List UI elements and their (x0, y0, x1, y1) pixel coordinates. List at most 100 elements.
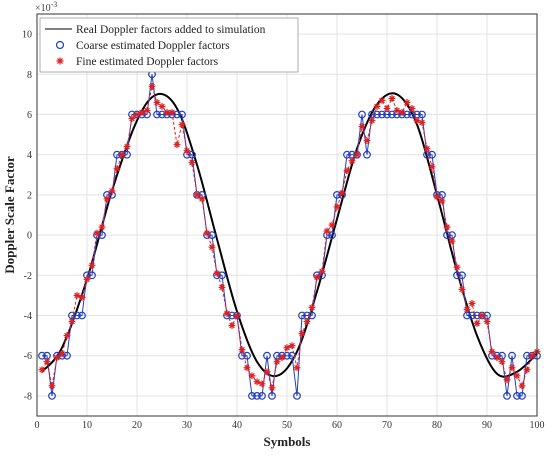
coarse-estimate-point (78, 311, 86, 320)
fine-estimate-point (468, 300, 476, 307)
x-tick-label: 40 (232, 420, 242, 431)
fine-estimate-point (183, 147, 191, 155)
fine-estimate-point (133, 111, 141, 118)
legend-label: Fine estimated Doppler factors (76, 56, 219, 68)
fine-estimate-point (178, 121, 186, 128)
fine-estimate-point (223, 310, 231, 317)
fine-estimate-point (528, 352, 536, 360)
fine-estimate-point (58, 350, 66, 358)
fine-estimate-point (443, 223, 451, 231)
fine-estimate-point (188, 159, 196, 167)
coarse-estimate-point (38, 351, 46, 360)
coarse-estimate-point (453, 271, 461, 280)
coarse-estimate-point (388, 110, 396, 119)
coarse-estimate-point (293, 392, 301, 400)
fine-estimate-point (453, 263, 461, 271)
fine-estimate-point (513, 372, 521, 380)
coarse-estimate-point (503, 392, 511, 400)
fine-estimate-point (503, 376, 511, 384)
fine-estimate-point (43, 358, 51, 366)
x-tick-label: 0 (35, 420, 40, 431)
coarse-estimate-point (258, 392, 266, 400)
coarse-estimate-point (178, 110, 186, 119)
y-tick-label: 2 (27, 190, 32, 201)
coarse-estimate-point (418, 110, 426, 119)
fine-estimate-point (198, 195, 206, 203)
fine-estimate-point (203, 229, 211, 237)
fine-estimate-point (158, 103, 166, 110)
coarse-estimate-point (518, 392, 526, 400)
fine-estimate-point (383, 105, 391, 112)
fine-estimate-point (83, 275, 91, 283)
x-tick-label: 60 (332, 420, 342, 431)
x-axis-label: Symbols (264, 434, 311, 449)
fine-estimate-point (78, 294, 86, 301)
fine-estimate-point (68, 318, 76, 325)
fine-estimate-point (333, 203, 341, 211)
fine-estimate-point (498, 358, 506, 366)
fine-estimate-point (388, 95, 396, 102)
fine-estimate-point (423, 145, 431, 153)
coarse-estimate-point (508, 351, 516, 360)
legend-circle-swatch (55, 40, 65, 50)
fine-estimate-point (523, 366, 531, 374)
fine-estimate-point (258, 380, 266, 388)
coarse-estimate-point (153, 110, 161, 119)
fine-estimate-point (323, 227, 331, 235)
fine-estimate-point (458, 285, 466, 293)
coarse-estimate-point (188, 150, 196, 159)
y-axis-exponent: ×10-3 (35, 0, 57, 14)
coarse-estimate-point (328, 231, 336, 240)
fine-estimate-point (363, 137, 371, 145)
coarse-estimate-point (288, 351, 296, 360)
fine-series-line (41, 84, 538, 389)
x-tick-label: 90 (482, 420, 492, 431)
fine-estimate-point (218, 283, 226, 291)
fine-estimate-point (473, 320, 481, 327)
axis-ticks: 0 10 20 30 40 50 60 70 80 90 100 -8 -6 -4 -2 0 2 4 6 8 10 (22, 30, 545, 431)
y-tick-label: 0 (27, 231, 32, 242)
x-tick-label: 70 (382, 420, 392, 431)
x-tick-label: 20 (132, 420, 142, 431)
fine-estimate-point (488, 348, 496, 356)
coarse-estimate-point (363, 150, 371, 159)
fine-estimate-point (463, 306, 471, 313)
legend-label: Coarse estimated Doppler factors (76, 40, 230, 52)
fine-estimate-point (293, 364, 301, 372)
y-tick-label: 6 (27, 110, 32, 121)
legend-entry: Real Doppler factors added to simulation (45, 24, 266, 36)
coarse-estimate-point (513, 392, 521, 400)
y-tick-label: 8 (27, 70, 32, 81)
fine-estimate-point (278, 354, 286, 362)
coarse-estimate-point (248, 392, 256, 400)
fine-estimate-point (358, 123, 366, 130)
fine-estimate-point (228, 322, 236, 329)
legend: Real Doppler factors added to simulation… (39, 17, 299, 73)
fine-estimate-point (408, 105, 416, 112)
y-tick-label: 10 (22, 30, 32, 41)
fine-estimate-point (478, 312, 486, 319)
coarse-estimate-point (298, 311, 306, 320)
coarse-estimate-point (458, 271, 466, 280)
fine-estimate-point (233, 312, 241, 319)
fine-estimate-point (273, 358, 281, 366)
y-tick-label: -2 (24, 271, 32, 282)
coarse-estimate-point (428, 150, 436, 159)
coarse-estimate-point (378, 110, 386, 119)
fine-estimate-point (338, 189, 346, 197)
fine-estimate-point (318, 267, 326, 275)
y-tick-label: -8 (24, 391, 32, 402)
fine-estimate-point (38, 366, 46, 374)
fine-estimate-point (508, 364, 516, 372)
coarse-estimate-point (263, 351, 271, 360)
fine-estimate-point (98, 223, 106, 231)
fine-estimate-point (93, 229, 101, 237)
fine-estimate-point (373, 103, 381, 110)
fine-estimate-point (248, 372, 256, 380)
y-tick-label: -4 (24, 311, 32, 322)
fine-estimate-point (208, 243, 216, 251)
fine-estimate-point (103, 195, 111, 203)
fine-estimate-point (113, 165, 121, 173)
